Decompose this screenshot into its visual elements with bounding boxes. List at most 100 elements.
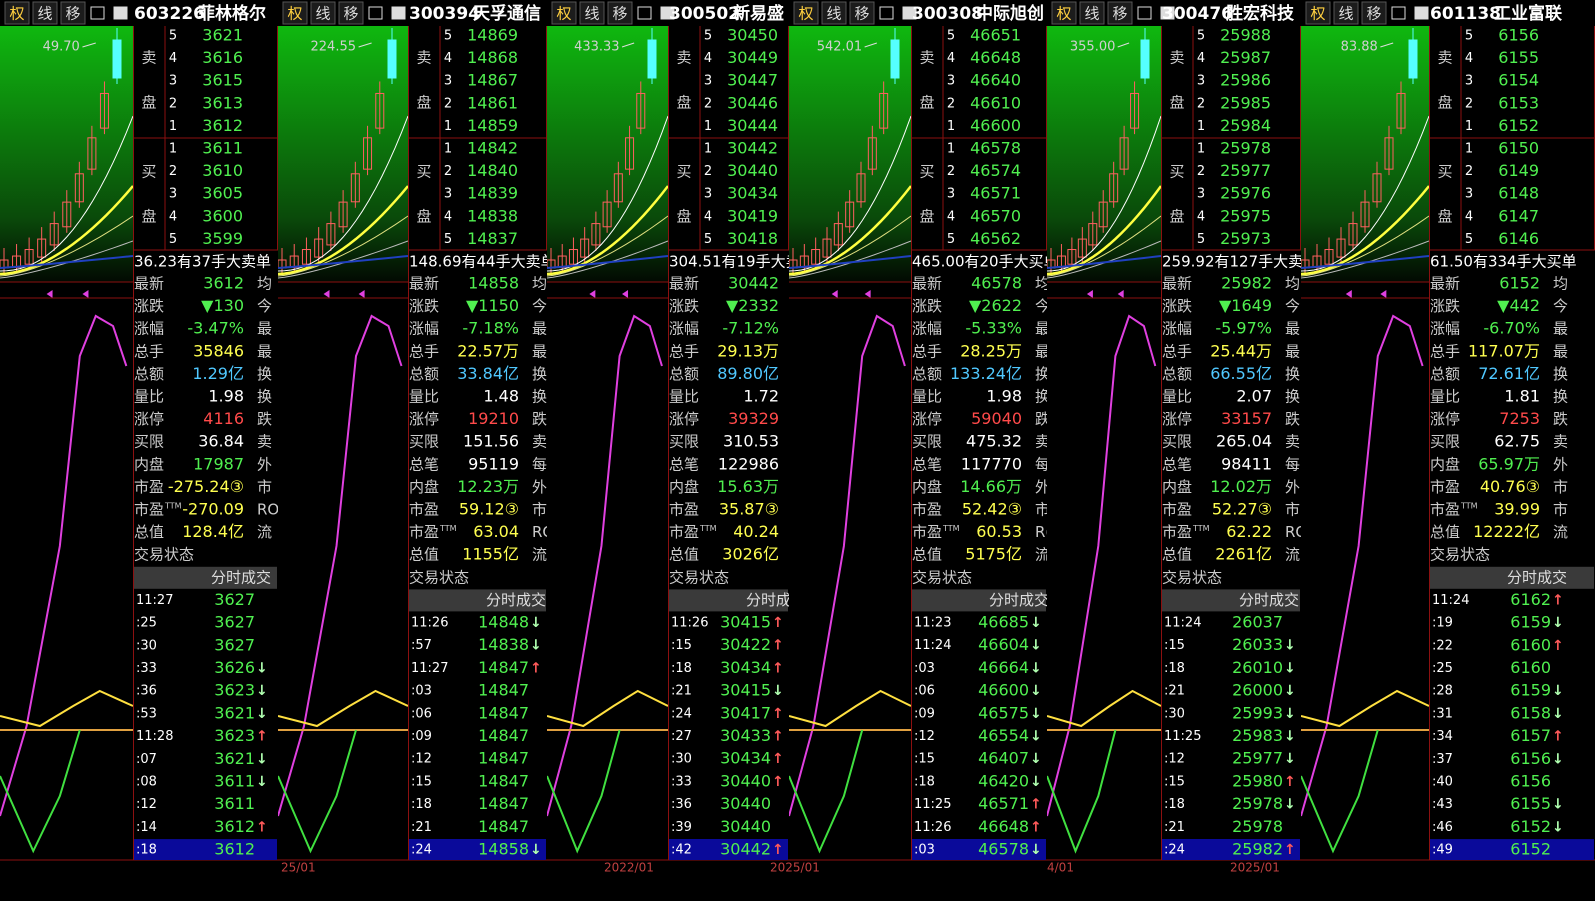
- stat-value: 122986: [718, 454, 779, 473]
- stat-value: -6.70%: [1483, 319, 1540, 338]
- selected-row[interactable]: [409, 839, 546, 861]
- toolbar-icon[interactable]: [1137, 6, 1152, 20]
- toolbar-button[interactable]: [821, 1, 847, 25]
- stat-value: 65.97万: [1478, 454, 1540, 473]
- stat-value: -5.33%: [965, 319, 1022, 338]
- tick-arrow: ↓: [1030, 660, 1042, 676]
- candle: [890, 39, 900, 79]
- level: 2: [1197, 164, 1205, 179]
- level: 3: [1465, 187, 1473, 202]
- toolbar-button[interactable]: [1107, 1, 1133, 25]
- tick-time: :09: [411, 729, 432, 744]
- level: 2: [444, 96, 452, 111]
- toolbar-button[interactable]: [1361, 1, 1387, 25]
- tick-price: 3612: [214, 840, 255, 859]
- toolbar-button[interactable]: [1051, 1, 1077, 25]
- toolbar-button[interactable]: [1305, 1, 1331, 25]
- tick-arrow: ↓: [1030, 729, 1042, 745]
- buy-price: 6147: [1498, 206, 1539, 225]
- level: 3: [704, 74, 712, 89]
- ma-line: [789, 255, 911, 269]
- chart-area: 433.33: [547, 26, 668, 854]
- stock-name: 胜宏科技: [1226, 3, 1295, 24]
- stat-value: 52.42③: [962, 500, 1022, 519]
- selected-row[interactable]: [134, 839, 277, 861]
- ma-line: [1047, 115, 1161, 272]
- sell-price: 6155: [1498, 48, 1539, 67]
- toolbar-button[interactable]: [551, 1, 577, 25]
- stat-extra: 流: [1553, 523, 1568, 541]
- chart-high-label: 433.33: [574, 40, 620, 55]
- toolbar-label: 线: [1338, 5, 1353, 23]
- toolbar-icon[interactable]: [879, 6, 894, 20]
- stat-value: 62.22: [1226, 522, 1272, 541]
- sell-price: 14869: [467, 26, 518, 45]
- toolbar-button[interactable]: [607, 1, 633, 25]
- tick-price: 6160: [1510, 635, 1551, 654]
- candle: [1336, 238, 1346, 258]
- selected-row[interactable]: [1162, 839, 1300, 861]
- toolbar-button[interactable]: [338, 1, 364, 25]
- chart-high-label: 49.70: [43, 40, 80, 55]
- selected-row[interactable]: [912, 839, 1046, 861]
- tick-arrow: ↓: [1552, 797, 1564, 813]
- level: 5: [704, 29, 712, 44]
- side-label: 盘: [676, 208, 691, 226]
- toolbar-icon[interactable]: [391, 6, 406, 20]
- toolbar-button[interactable]: [32, 1, 58, 25]
- stat-label: 最新: [134, 275, 164, 293]
- stat-label: 总额: [669, 365, 699, 383]
- tick-price: 3627: [214, 635, 255, 654]
- toolbar-icon[interactable]: [637, 6, 652, 20]
- level: 2: [1197, 96, 1205, 111]
- stat-extra: 均: [1035, 275, 1050, 293]
- level: 5: [444, 232, 452, 247]
- stat-value: 19210: [468, 409, 519, 428]
- toolbar-button[interactable]: [1079, 1, 1105, 25]
- candle: [1408, 39, 1418, 79]
- toolbar-button[interactable]: [793, 1, 819, 25]
- toolbar-icon[interactable]: [1160, 6, 1175, 20]
- toolbar-icon[interactable]: [113, 6, 128, 20]
- tick-time: :33: [136, 661, 157, 676]
- tick-price: 6159: [1510, 613, 1551, 632]
- sell-price: 30449: [727, 48, 778, 67]
- toolbar-icon[interactable]: [368, 6, 383, 20]
- ma-line: [789, 115, 911, 272]
- tick-time: :15: [411, 774, 432, 789]
- toolbar-button[interactable]: [849, 1, 875, 25]
- tick-price: 30434: [720, 749, 771, 768]
- sell-price: 25987: [1220, 48, 1271, 67]
- tick-price: 26010: [1232, 658, 1283, 677]
- stat-value: ▼1649: [1219, 296, 1272, 315]
- ma-line: [1047, 255, 1161, 269]
- toolbar-button[interactable]: [1333, 1, 1359, 25]
- tick-price: 6156: [1510, 749, 1551, 768]
- stat-label: 总手: [1430, 342, 1460, 360]
- tick-time: :21: [1164, 684, 1185, 699]
- toolbar-button[interactable]: [60, 1, 86, 25]
- tick-price: 25978: [1232, 817, 1283, 836]
- toolbar-label: 移: [65, 5, 80, 23]
- toolbar-button[interactable]: [310, 1, 336, 25]
- toolbar-button[interactable]: [579, 1, 605, 25]
- tick-arrow: ↑: [1552, 729, 1564, 745]
- selected-row[interactable]: [1430, 839, 1594, 861]
- toolbar-button[interactable]: [282, 1, 308, 25]
- toolbar-icon[interactable]: [1391, 6, 1406, 20]
- tick-arrow: ↑: [772, 774, 784, 790]
- tick-price: 26037: [1232, 613, 1283, 632]
- toolbar-icon[interactable]: [902, 6, 917, 20]
- buy-price: 46570: [970, 206, 1021, 225]
- tick-arrow: ↑: [530, 660, 542, 676]
- toolbar-icon[interactable]: [90, 6, 105, 20]
- candle: [1396, 92, 1406, 129]
- toolbar-icon[interactable]: [1414, 6, 1429, 20]
- toolbar-button[interactable]: [4, 1, 30, 25]
- stock-code: 300308: [912, 4, 983, 24]
- selected-row[interactable]: [669, 839, 788, 861]
- tick-arrow: ↑: [772, 751, 784, 767]
- toolbar-icon[interactable]: [660, 6, 675, 20]
